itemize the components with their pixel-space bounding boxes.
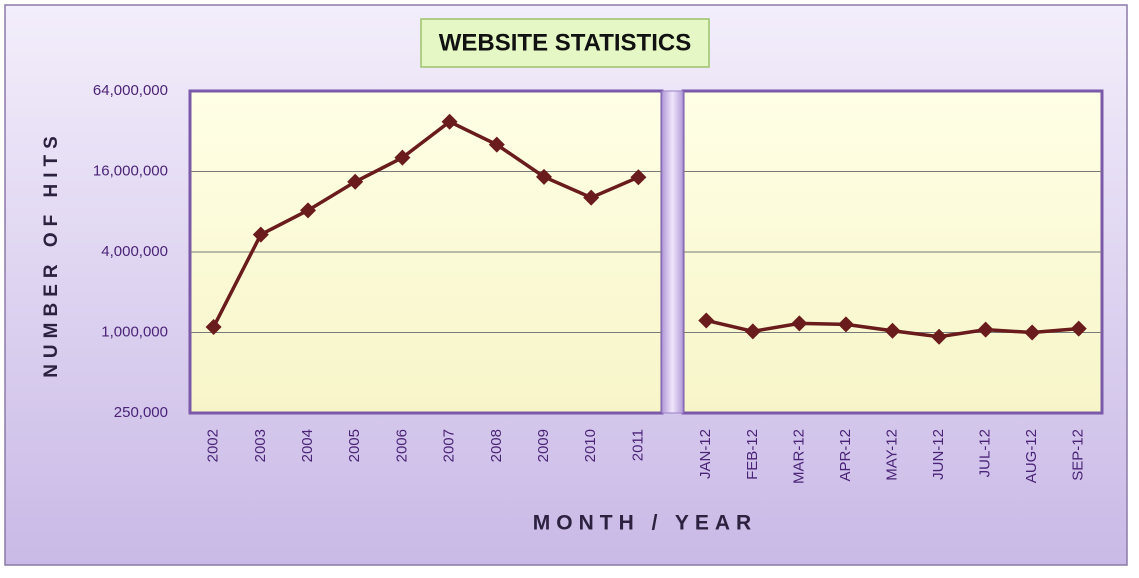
data-point <box>347 173 364 190</box>
x-tick-label: JUL-12 <box>977 429 994 477</box>
x-tick-label: JAN-12 <box>697 429 714 479</box>
panel-divider <box>661 90 684 414</box>
x-tick-label: 2004 <box>299 429 316 462</box>
x-tick-label: 2011 <box>629 429 646 461</box>
x-tick-label: SEP-12 <box>1070 429 1087 481</box>
x-tick-label: 2003 <box>252 429 269 462</box>
y-axis-label: NUMBER OF HITS <box>41 130 62 378</box>
data-point <box>205 318 222 335</box>
data-point <box>1070 320 1087 337</box>
y-tick-label: 4,000,000 <box>101 243 168 260</box>
y-tick-label: 16,000,000 <box>93 162 168 179</box>
x-tick-label: 2008 <box>488 429 505 462</box>
data-point <box>837 316 854 333</box>
data-point <box>884 322 901 339</box>
data-point <box>300 202 316 219</box>
x-tick-label: 2007 <box>441 429 458 462</box>
data-point <box>698 312 715 329</box>
data-point <box>744 323 761 340</box>
data-point <box>583 189 600 206</box>
data-point <box>252 226 269 243</box>
data-point <box>977 321 994 338</box>
title-box <box>420 18 710 68</box>
chart-title: WEBSITE STATISTICS <box>439 29 691 56</box>
x-tick-label: MAR-12 <box>790 429 807 484</box>
x-tick-label: 2005 <box>346 429 363 462</box>
data-point <box>1024 324 1041 341</box>
x-tick-label: FEB-12 <box>744 429 761 480</box>
y-tick-label: 1,000,000 <box>101 323 168 340</box>
data-point <box>488 136 505 153</box>
x-tick-label: 2010 <box>582 429 599 462</box>
x-tick-label: MAY-12 <box>883 429 900 481</box>
data-point <box>441 113 458 130</box>
x-tick-label: 2009 <box>535 429 552 462</box>
y-tick-label: 250,000 <box>114 404 168 421</box>
x-tick-label: 2002 <box>205 429 222 462</box>
data-line <box>212 119 640 328</box>
x-tick-label: AUG-12 <box>1023 429 1040 483</box>
data-point <box>536 168 552 185</box>
data-point <box>630 169 647 186</box>
data-point <box>394 149 411 166</box>
data-point <box>931 328 948 345</box>
y-tick-label: 64,000,000 <box>93 82 168 99</box>
data-point <box>791 315 808 332</box>
x-tick-label: APR-12 <box>837 429 854 482</box>
x-tick-label: 2006 <box>393 429 410 462</box>
x-tick-label: JUN-12 <box>930 429 947 480</box>
x-axis-label: MONTH / YEAR <box>533 512 757 535</box>
